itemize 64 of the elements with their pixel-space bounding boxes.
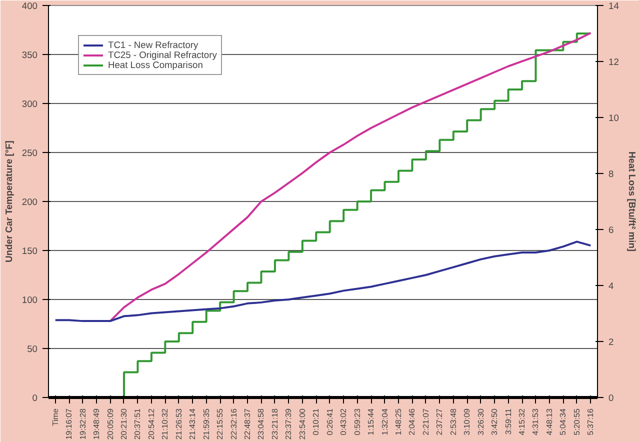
x-tick-label: 5:37:16 [586, 408, 596, 436]
y-tick-label: 200 [22, 197, 38, 207]
x-tick-label: 23:21:18 [270, 408, 280, 440]
y2-tick-label: 14 [608, 1, 619, 11]
y-tick-label: 250 [22, 148, 38, 158]
x-tick-label: 20:21:30 [119, 408, 128, 440]
y2-tick-label: 10 [608, 113, 619, 123]
x-tick-label: Time [50, 408, 60, 426]
x-tick-label: 23:37:39 [284, 408, 294, 440]
x-tick-label: 20:54:12 [146, 408, 156, 440]
x-tick-label: 19:16:07 [64, 408, 74, 440]
x-tick-label: 3:42:50 [490, 408, 500, 436]
x-tick-label: 21:10:32 [160, 408, 170, 440]
x-tick-label: 21:26:53 [174, 408, 184, 440]
y-tick-label: 100 [22, 295, 38, 305]
x-tick-label: 0:59:23 [352, 408, 362, 436]
x-tick-label: 19:48:49 [92, 408, 102, 440]
x-tick-label: 5:04:34 [558, 408, 568, 436]
y2-tick-label: 12 [608, 57, 619, 67]
x-tick-label: 2:04:46 [408, 408, 417, 436]
x-tick-label: 22:15:55 [216, 408, 225, 440]
x-tick-label: 22:32:16 [229, 408, 238, 440]
x-tick-label: 23:04:58 [256, 408, 266, 440]
x-tick-label: 20:05:09 [106, 408, 115, 440]
x-tick-label: 20:37:51 [133, 408, 142, 440]
y-tick-label: 0 [32, 393, 38, 403]
y2-tick-label: 0 [608, 393, 614, 403]
x-tick-label: 2:21:07 [421, 408, 430, 436]
y2-tick-label: 8 [608, 169, 614, 179]
y-tick-label: 150 [22, 246, 38, 256]
x-tick-label: 21:43:14 [188, 408, 198, 440]
y2-tick-label: 4 [608, 281, 614, 291]
x-tick-label: 19:32:28 [78, 408, 88, 440]
y-tick-label: 400 [22, 1, 38, 11]
x-tick-label: 2:53:48 [448, 408, 458, 436]
y-tick-label: 300 [22, 99, 38, 109]
y2-tick-label: 6 [608, 225, 614, 235]
x-tick-label: 3:59:11 [504, 408, 513, 435]
y-tick-label: 50 [27, 344, 38, 354]
x-tick-label: 2:37:27 [435, 408, 444, 436]
line-series [109, 32, 592, 322]
x-tick-label: 21:59:35 [202, 408, 211, 440]
x-tick-label: 1:32:04 [380, 408, 390, 436]
legend-label: TC25 - Original Refractory [108, 50, 217, 60]
x-tick-label: 4:31:53 [531, 408, 540, 436]
line-series [54, 240, 592, 322]
y-tick-label: 350 [22, 50, 38, 60]
y-axis-title: Under Car Temperature [°F] [4, 140, 14, 262]
x-tick-label: 22:48:37 [243, 408, 252, 440]
x-tick-label: 1:48:25 [394, 408, 403, 436]
x-tick-label: 3:26:30 [476, 408, 486, 436]
x-tick-label: 0:10:21 [312, 408, 321, 436]
x-tick-label: 0:43:02 [339, 408, 348, 436]
legend-label: Heat Loss Comparison [108, 60, 203, 70]
x-tick-label: 5:20:55 [572, 408, 582, 436]
legend-label: TC1 - New Refractory [108, 40, 198, 50]
x-tick-label: 0:26:41 [325, 408, 334, 436]
y2-axis-title: Heat Loss [Btu/ft² min] [626, 151, 637, 252]
x-tick-label: 3:10:09 [462, 408, 472, 436]
y2-tick-label: 2 [608, 337, 614, 347]
x-tick-label: 4:48:13 [544, 408, 554, 436]
x-tick-label: 4:15:32 [518, 408, 527, 436]
x-tick-label: 1:15:44 [366, 408, 376, 436]
x-tick-label: 23:54:00 [298, 408, 307, 440]
